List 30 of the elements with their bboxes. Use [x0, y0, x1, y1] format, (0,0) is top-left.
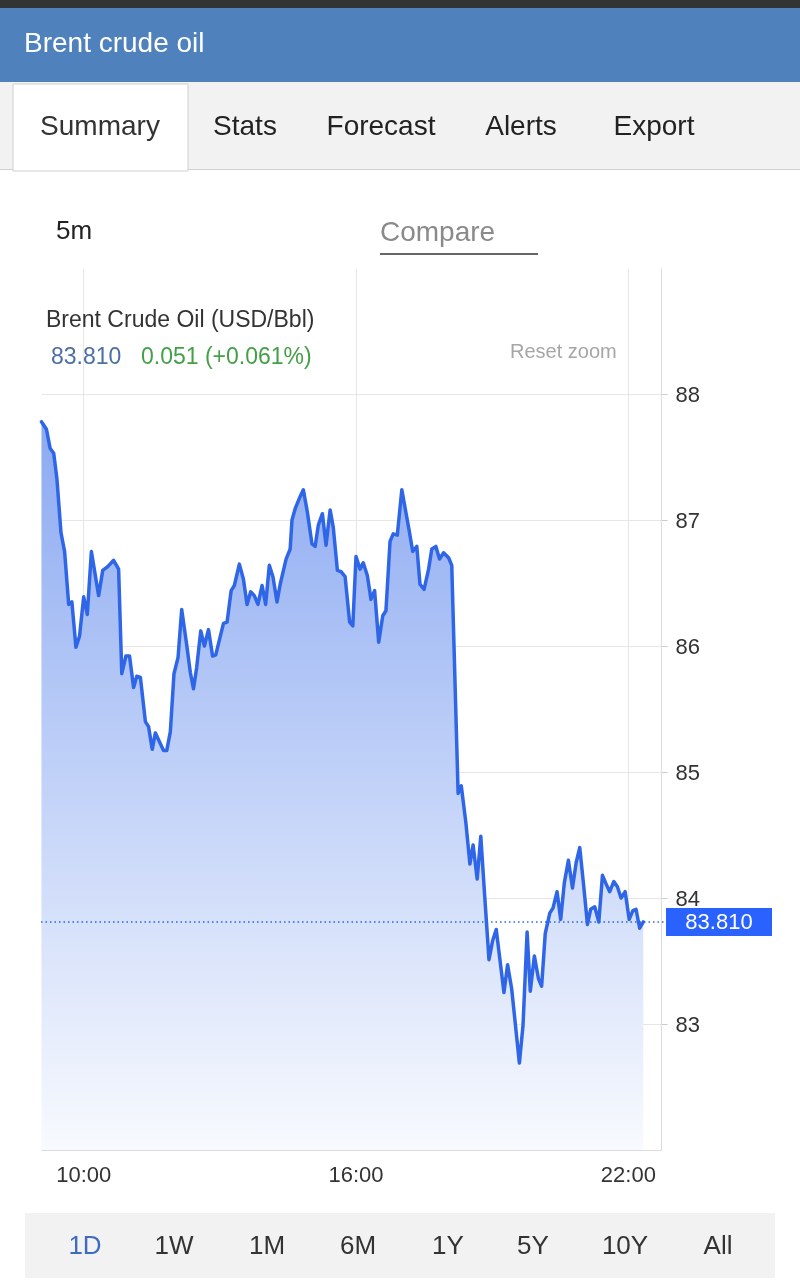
- y-tick-label: 85: [675, 759, 700, 785]
- ref-line-label: 83.810: [685, 908, 753, 934]
- y-tick-label: 83: [675, 1011, 700, 1037]
- text: 1M: [248, 1230, 286, 1260]
- x-tick-label: 10:00: [56, 1161, 112, 1187]
- text: Compare: [380, 216, 496, 247]
- annotation: 0.051 (+0.061%): [141, 343, 312, 369]
- text: 1W: [154, 1230, 194, 1260]
- x-tick-label: 16:00: [328, 1161, 384, 1187]
- y-tick-label: 86: [675, 633, 700, 659]
- text: Export: [613, 110, 695, 141]
- x-tick-label: 22:00: [600, 1161, 656, 1187]
- text: 6M: [339, 1230, 377, 1260]
- y-tick-label: 87: [675, 507, 700, 533]
- chart-title: Brent crude oil: [24, 27, 205, 58]
- text: 5m: [55, 215, 93, 245]
- text: 1Y: [432, 1230, 464, 1260]
- text: Stats: [213, 110, 277, 141]
- text: Alerts: [485, 110, 557, 141]
- y-tick-label: 84: [675, 885, 700, 911]
- text: Summary: [40, 110, 160, 141]
- text: 10Y: [601, 1230, 649, 1260]
- y-tick-label: 88: [675, 381, 700, 407]
- annotation: 83.810: [51, 343, 122, 369]
- text: 5Y: [517, 1230, 549, 1260]
- annotation: Reset zoom: [510, 340, 617, 362]
- text: 1D: [68, 1230, 102, 1260]
- text: Brent Crude Oil (USD/Bbl): [46, 306, 315, 332]
- text: Forecast: [326, 110, 436, 141]
- text: All: [703, 1230, 733, 1260]
